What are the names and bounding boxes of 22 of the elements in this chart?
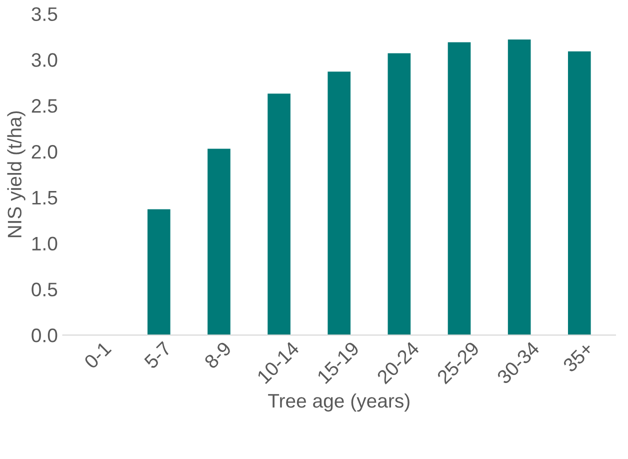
y-tick-label: 3.0 [32, 53, 58, 67]
y-tick-label: 0.0 [32, 328, 58, 342]
x-tick-label: 5-7 [144, 341, 172, 370]
y-tick-label: 0.5 [32, 282, 58, 296]
bar [328, 72, 351, 336]
y-tick-label: 3.5 [32, 7, 58, 22]
y-axis-title: NIS yield (t/ha) [7, 111, 26, 238]
bar [568, 51, 591, 336]
x-tick-label: 35+ [562, 340, 594, 373]
bar [448, 42, 471, 336]
bar [508, 39, 531, 336]
x-tick-label: 0-1 [83, 340, 112, 370]
y-tick-label: 1.0 [32, 236, 58, 251]
bar [268, 94, 290, 336]
y-tick-label: 1.5 [32, 191, 58, 205]
x-axis-title: Tree age (years) [268, 393, 410, 412]
y-tick-label: 2.0 [32, 144, 58, 159]
x-tick-label: 8-9 [204, 340, 232, 370]
bar [208, 148, 230, 336]
bar [388, 53, 411, 336]
bar [148, 209, 170, 336]
y-tick-label: 2.5 [32, 99, 58, 113]
